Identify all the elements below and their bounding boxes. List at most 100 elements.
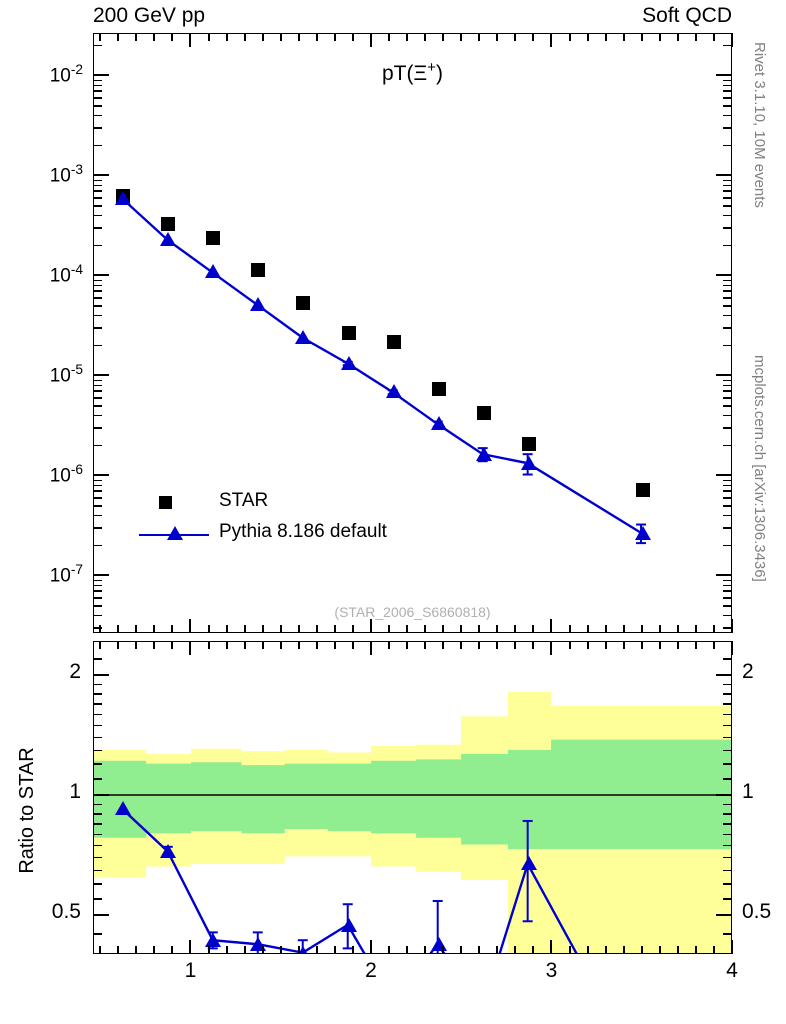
tick-mark	[225, 946, 228, 954]
tick-mark	[225, 625, 228, 633]
tick-mark	[93, 105, 102, 107]
tick-mark	[93, 327, 102, 329]
tick-mark	[388, 33, 391, 41]
ratio-point-pythia	[521, 856, 538, 871]
tick-mark	[93, 674, 109, 676]
tick-mark	[586, 625, 589, 633]
tick-mark	[93, 284, 102, 287]
data-point-pythia	[430, 416, 447, 431]
tick-mark	[723, 444, 732, 447]
tick-mark	[716, 174, 732, 176]
tick-mark	[723, 190, 732, 193]
data-point-star	[296, 295, 311, 310]
tick-mark	[93, 114, 102, 117]
tick-mark	[723, 79, 732, 82]
tick-mark	[723, 484, 732, 487]
tick-mark	[712, 946, 715, 954]
tick-mark	[93, 344, 102, 347]
tick-mark	[731, 641, 733, 655]
tick-mark	[297, 641, 300, 649]
data-point-pythia	[295, 329, 312, 344]
tick-mark	[694, 641, 697, 649]
tick-mark	[93, 144, 102, 147]
tick-mark	[712, 33, 715, 41]
tick-mark	[723, 297, 732, 299]
tick-mark	[723, 414, 732, 417]
tick-mark	[716, 794, 732, 796]
tick-mark	[716, 674, 732, 676]
tick-mark	[315, 641, 318, 649]
tick-mark	[723, 505, 732, 507]
tick-mark	[532, 625, 535, 633]
tick-mark	[723, 813, 732, 815]
tick-mark	[723, 197, 732, 199]
tick-mark	[93, 803, 102, 806]
tick-mark	[93, 179, 102, 182]
tick-mark	[723, 693, 732, 695]
tick-mark	[225, 641, 228, 649]
tick-mark	[424, 33, 427, 41]
tick-mark	[93, 490, 102, 493]
tick-mark	[568, 641, 571, 649]
tick-mark	[723, 869, 732, 872]
main-plot-panel: pT(Ξ+) (STAR_2006_S6860818) STAR Pythia …	[93, 33, 732, 633]
tick-mark	[658, 33, 661, 41]
tick-mark	[93, 414, 102, 417]
tick-mark	[496, 625, 499, 633]
tick-mark	[460, 33, 463, 41]
tick-mark	[297, 33, 300, 41]
tick-mark	[723, 844, 732, 847]
tick-mark	[93, 883, 102, 886]
tick-mark	[153, 625, 156, 633]
tick-mark	[333, 625, 336, 633]
tick-mark	[171, 33, 174, 41]
tick-mark	[243, 33, 246, 41]
tick-mark	[723, 579, 732, 582]
tick-mark	[93, 597, 102, 599]
tick-mark	[93, 44, 102, 47]
tick-mark	[532, 946, 535, 954]
tick-mark	[723, 244, 732, 247]
tick-mark	[207, 625, 210, 633]
data-point-pythia	[521, 455, 538, 470]
tick-mark	[723, 227, 732, 229]
tick-mark	[93, 933, 102, 935]
data-point-pythia	[340, 355, 357, 370]
tick-mark	[478, 641, 481, 649]
ratio-plot-panel	[93, 641, 732, 954]
tick-mark	[93, 505, 102, 507]
tick-mark	[723, 898, 732, 901]
tick-mark	[207, 641, 210, 649]
ratio-axis-title: Ratio to STAR	[16, 747, 38, 874]
tick-mark	[243, 946, 246, 954]
data-point-star	[341, 325, 356, 340]
tick-mark	[676, 641, 679, 649]
tick-mark	[723, 823, 732, 825]
tick-mark	[93, 305, 102, 307]
tick-mark	[723, 833, 732, 836]
tick-mark	[723, 179, 732, 182]
tick-mark	[135, 641, 138, 649]
tick-mark	[261, 946, 264, 954]
tick-mark	[297, 946, 300, 954]
tick-mark	[712, 625, 715, 633]
tick-mark	[731, 619, 733, 633]
tick-mark	[723, 184, 732, 187]
tick-mark	[369, 619, 372, 633]
tick-mark	[243, 625, 246, 633]
plot-title: pT(Ξ+)	[382, 59, 443, 85]
data-point-pythia	[385, 384, 402, 399]
tick-mark	[93, 79, 102, 82]
tick-mark	[442, 33, 445, 41]
tick-mark	[424, 946, 427, 954]
legend-label: Pythia 8.186 default	[219, 521, 387, 542]
tick-mark	[261, 33, 264, 41]
tick-mark	[93, 658, 102, 661]
tick-mark	[297, 625, 300, 633]
tick-mark	[723, 736, 732, 739]
y-tick-label: 10-2	[49, 62, 83, 87]
tick-mark	[279, 946, 282, 954]
tick-mark	[189, 33, 192, 47]
y-tick-label: 10-7	[49, 562, 83, 587]
tick-mark	[723, 405, 732, 407]
